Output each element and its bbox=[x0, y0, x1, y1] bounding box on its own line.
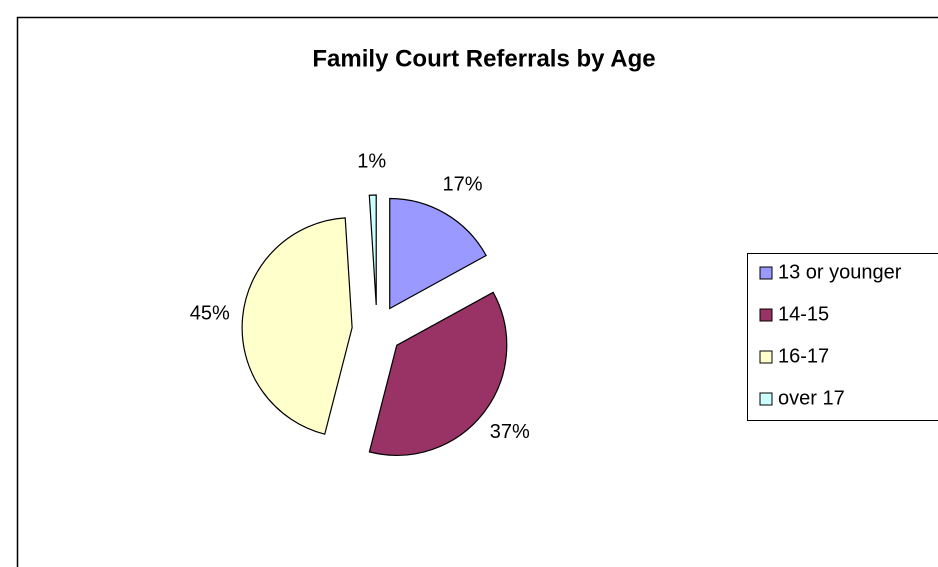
data-label: 1% bbox=[357, 150, 386, 172]
legend-swatch bbox=[759, 266, 773, 280]
legend-box bbox=[747, 253, 938, 421]
pie-slice bbox=[389, 197, 487, 310]
pie-slice bbox=[368, 291, 508, 456]
data-label: 45% bbox=[190, 302, 230, 324]
legend-swatch bbox=[759, 350, 773, 364]
chart-title: Family Court Referrals by Age bbox=[312, 45, 655, 72]
legend-swatch bbox=[759, 308, 773, 322]
pie-slice bbox=[241, 217, 353, 435]
pie-slice bbox=[368, 194, 377, 306]
legend-label: 13 or younger bbox=[778, 261, 902, 283]
legend-label: 16-17 bbox=[778, 345, 829, 367]
legend-label: 14-15 bbox=[778, 303, 829, 325]
legend-label: over 17 bbox=[778, 387, 845, 409]
data-label: 37% bbox=[490, 421, 530, 443]
legend-swatch bbox=[759, 392, 773, 406]
data-label: 17% bbox=[443, 174, 483, 196]
